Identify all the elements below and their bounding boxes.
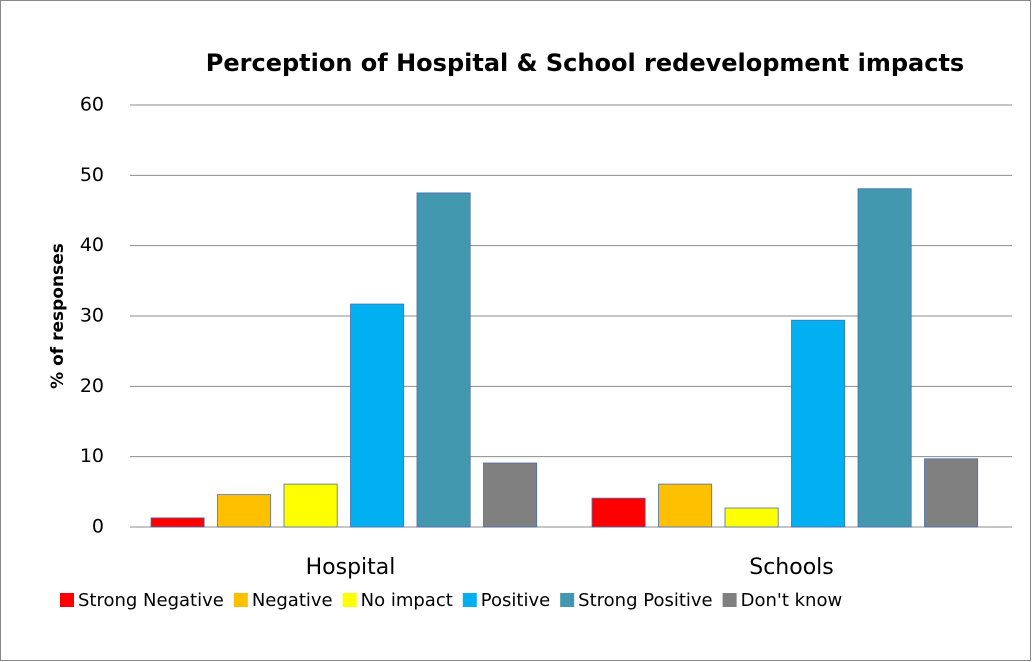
y-tick-label: 30 — [80, 305, 104, 327]
bar — [791, 319, 846, 528]
legend-swatch — [462, 593, 477, 607]
x-tick-label: Hospital — [306, 555, 396, 580]
bar — [924, 458, 979, 528]
y-tick-label: 0 — [92, 516, 104, 538]
bar — [150, 517, 205, 528]
bar — [857, 188, 912, 528]
y-tick-label: 40 — [80, 234, 104, 256]
legend-swatch — [60, 593, 74, 607]
bar — [591, 497, 646, 528]
bar — [416, 192, 471, 528]
y-tick-label: 10 — [80, 445, 104, 467]
bar — [483, 462, 538, 528]
legend-label: No impact — [361, 590, 453, 611]
bar — [350, 303, 405, 528]
bar — [724, 507, 779, 528]
bar — [658, 483, 713, 528]
y-tick-label: 60 — [80, 94, 104, 116]
legend-swatch — [342, 593, 357, 607]
legend-swatch — [722, 593, 737, 607]
legend-swatch — [233, 593, 248, 607]
legend-label: Negative — [252, 590, 333, 611]
chart-title: Perception of Hospital & School redevelo… — [206, 49, 964, 77]
legend-label: Positive — [481, 590, 550, 611]
y-tick-label: 20 — [80, 375, 104, 397]
legend-swatch — [560, 593, 575, 607]
bar — [217, 494, 272, 528]
y-axis-label: % of responses — [48, 243, 68, 389]
legend-label: Strong Positive — [578, 590, 712, 611]
legend-label: Don't know — [741, 590, 843, 611]
bar — [283, 483, 338, 528]
y-tick-label: 50 — [80, 164, 104, 186]
x-tick-label: Schools — [749, 555, 834, 580]
legend-label: Strong Negative — [78, 590, 224, 611]
